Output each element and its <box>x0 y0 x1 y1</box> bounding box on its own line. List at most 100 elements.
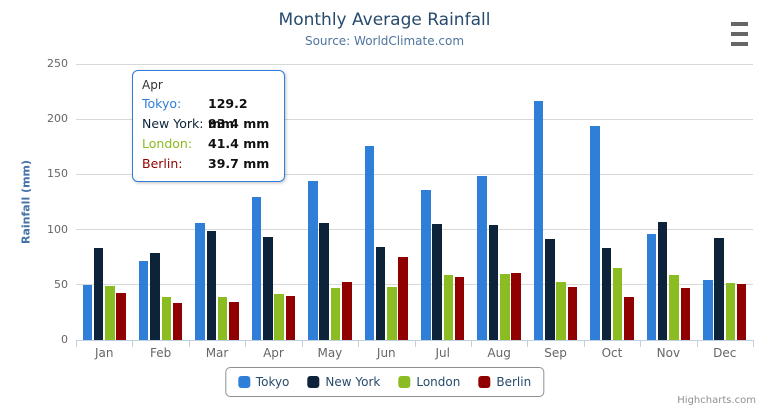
bar-new-york-feb[interactable] <box>150 253 160 340</box>
bar-new-york-apr[interactable] <box>263 236 273 340</box>
x-axis-line <box>76 340 754 341</box>
x-tick-mark <box>696 341 698 347</box>
bar-tokyo-may[interactable] <box>308 181 318 340</box>
gridline-150 <box>76 173 753 175</box>
legend-item-tokyo[interactable]: Tokyo <box>237 375 289 389</box>
legend: Tokyo New York London Berlin <box>224 367 545 397</box>
x-tick-mark <box>470 341 472 347</box>
x-tick-mark <box>358 341 360 347</box>
tooltip-series-name: New York: <box>142 116 204 131</box>
bar-berlin-feb[interactable] <box>172 303 183 340</box>
x-tick-mark <box>583 341 585 347</box>
legend-label-berlin: Berlin <box>496 375 532 389</box>
tooltip-row-berlin: Berlin: 39.7 mm <box>142 154 275 174</box>
x-tick-mark <box>188 341 190 347</box>
chart-title: Monthly Average Rainfall <box>278 10 491 30</box>
tooltip-rows: Tokyo: 129.2 mm New York: 93.4 mm London: 41.… <box>142 94 275 174</box>
y-tick-label-0: 0 <box>61 333 68 346</box>
x-tick-mark <box>301 341 303 347</box>
bar-new-york-oct[interactable] <box>601 247 612 340</box>
tooltip-series-value: 129.2 mm <box>208 96 248 131</box>
y-tick-label-250: 250 <box>47 57 68 70</box>
bar-berlin-oct[interactable] <box>624 296 634 340</box>
x-axis-label-sep: Sep <box>544 346 567 360</box>
legend-item-berlin[interactable]: Berlin <box>478 375 531 389</box>
credits-link[interactable]: Highcharts.com <box>677 395 756 406</box>
bar-new-york-may[interactable] <box>319 222 329 340</box>
legend-label-new-york: New York <box>325 375 381 389</box>
chart-subtitle: Source: WorldClimate.com <box>304 34 465 48</box>
x-axis-label-jul: Jul <box>435 346 450 360</box>
bar-london-sep[interactable] <box>556 282 566 340</box>
y-tick-label-100: 100 <box>47 222 68 236</box>
hamburger-bar <box>731 32 748 36</box>
bar-london-jan[interactable] <box>105 286 115 340</box>
tooltip-series-name: Tokyo: <box>142 96 182 111</box>
x-tick-mark <box>640 341 642 347</box>
bar-new-york-sep[interactable] <box>545 239 555 340</box>
tooltip-series-name: Berlin: <box>142 156 183 171</box>
x-tick-mark <box>132 341 134 347</box>
tooltip-header: Apr <box>142 78 163 92</box>
bar-london-dec[interactable] <box>725 283 736 340</box>
bar-berlin-dec[interactable] <box>736 283 747 340</box>
bar-new-york-dec[interactable] <box>714 238 724 340</box>
x-axis-label-jun: Jun <box>376 346 396 360</box>
bar-new-york-jun[interactable] <box>375 246 386 340</box>
bar-berlin-jul[interactable] <box>454 276 465 340</box>
bar-new-york-jul[interactable] <box>432 224 442 340</box>
bar-tokyo-feb[interactable] <box>138 261 149 340</box>
bar-tokyo-dec[interactable] <box>703 279 713 340</box>
x-axis-label-aug: Aug <box>487 346 511 360</box>
bar-berlin-jun[interactable] <box>398 256 408 340</box>
bar-new-york-aug[interactable] <box>488 224 499 340</box>
bar-berlin-aug[interactable] <box>511 273 521 340</box>
tooltip-row-new-york: New York: 93.4 mm <box>142 114 275 134</box>
gridline-200 <box>76 118 753 120</box>
bar-london-aug[interactable] <box>500 274 510 340</box>
bar-berlin-nov[interactable] <box>680 288 691 340</box>
bar-new-york-nov[interactable] <box>657 222 668 340</box>
bar-tokyo-jan[interactable] <box>82 284 92 340</box>
tooltip-row-tokyo: Tokyo: 129.2 mm <box>142 94 275 131</box>
bar-london-may[interactable] <box>330 288 341 340</box>
bar-tokyo-oct[interactable] <box>590 125 600 340</box>
bar-london-mar[interactable] <box>217 296 228 340</box>
bar-london-feb[interactable] <box>161 297 172 340</box>
tooltip: Apr Tokyo: 129.2 mm New York: 93.4 mm London… <box>132 70 285 182</box>
legend-item-london[interactable]: London <box>398 375 460 389</box>
x-tick-mark <box>245 341 247 347</box>
tooltip-series-value: 93.4 mm <box>208 116 270 131</box>
bar-london-nov[interactable] <box>669 274 679 340</box>
bar-berlin-apr[interactable] <box>285 296 296 340</box>
bar-berlin-may[interactable] <box>342 281 352 340</box>
bar-tokyo-jul[interactable] <box>421 190 431 340</box>
bar-tokyo-mar[interactable] <box>195 222 205 340</box>
hamburger-menu-icon[interactable] <box>731 22 748 46</box>
gridline-250 <box>76 63 753 65</box>
x-axis-label-mar: Mar <box>205 346 229 360</box>
bar-london-apr[interactable] <box>274 294 284 340</box>
bar-tokyo-apr[interactable] <box>251 197 262 340</box>
bar-berlin-jan[interactable] <box>116 293 126 340</box>
bar-new-york-jan[interactable] <box>93 247 104 340</box>
bar-tokyo-sep[interactable] <box>533 101 544 340</box>
bar-tokyo-jun[interactable] <box>364 145 375 340</box>
legend-item-new-york[interactable]: New York <box>307 375 380 389</box>
bar-london-jul[interactable] <box>443 274 454 340</box>
bar-berlin-mar[interactable] <box>229 301 239 340</box>
y-tick-label-50: 50 <box>54 277 68 291</box>
bar-london-jun[interactable] <box>387 286 397 340</box>
x-tick-mark <box>753 341 754 347</box>
x-axis-label-feb: Feb <box>150 346 172 360</box>
x-axis-label-nov: Nov <box>656 346 681 360</box>
bar-new-york-mar[interactable] <box>206 231 217 340</box>
x-axis-label-oct: Oct <box>601 346 623 360</box>
bar-tokyo-aug[interactable] <box>477 176 487 340</box>
bar-berlin-sep[interactable] <box>567 287 578 340</box>
gridline-100 <box>76 229 753 231</box>
bar-tokyo-nov[interactable] <box>646 234 657 340</box>
bar-london-oct[interactable] <box>612 268 623 340</box>
x-tick-mark <box>76 341 77 347</box>
